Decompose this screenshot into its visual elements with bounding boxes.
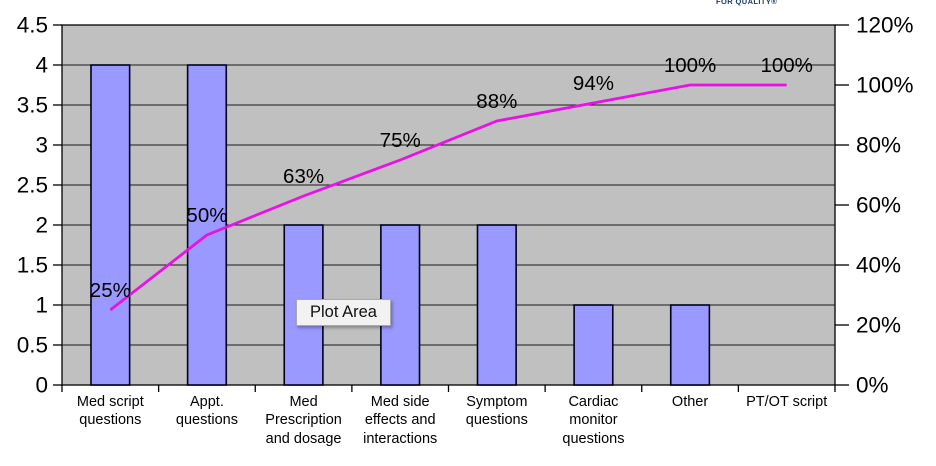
right-axis-tick-label: 120% [856,13,914,38]
right-axis-tick-label: 20% [856,313,901,338]
cumulative-line[interactable] [109,83,787,312]
left-axis-tick-label: 0 [35,373,48,398]
left-axis-tick-label: 3 [35,133,48,158]
bar[interactable] [186,64,228,386]
logo-for-quality: FOR QUALITY® [716,0,778,6]
left-axis-tick-label: 1.5 [17,253,48,278]
bar[interactable] [476,224,517,386]
category-label: Appt. questions [175,394,238,429]
left-axis-tick-label: 3.5 [17,93,48,118]
category-label: Symptom questions [465,394,528,429]
category-label: Med Prescription and dosage [265,394,342,447]
right-axis-tick-label: 60% [856,193,901,218]
left-axis-tick-label: 4.5 [17,13,48,38]
bar[interactable] [669,304,711,386]
right-axis-tick-label: 40% [856,253,901,278]
category-label: Cardiac monitor questions [562,394,625,447]
right-axis-tick-label: 0% [856,373,889,398]
cumulative-data-label: 88% [476,90,517,113]
left-axis-tick-label: 2 [35,213,48,238]
category-label: PT/OT script [746,394,828,410]
bar[interactable] [90,64,131,386]
cumulative-data-label: 100% [664,54,716,77]
cumulative-data-label: 100% [760,54,812,77]
cumulative-data-label: 75% [380,129,421,152]
left-axis-tick-label: 0.5 [17,333,48,358]
category-label: Other [671,394,709,410]
cumulative-data-label: 25% [90,279,131,302]
cumulative-data-label: 50% [186,204,227,227]
right-axis-tick-label: 100% [856,73,914,98]
left-axis-tick-label: 1 [35,293,48,318]
category-label: Med side effects and interactions [363,394,438,447]
plot-area-tooltip-label: Plot Area [310,303,377,321]
category-label: Med script questions [76,394,144,429]
plot-area[interactable] [61,24,836,386]
cumulative-data-label: 94% [573,72,614,95]
left-axis-tick-label: 2.5 [17,173,48,198]
plot-area-tooltip: Plot Area [296,299,391,326]
cumulative-data-label: 63% [283,165,324,188]
bar[interactable] [573,304,614,386]
left-axis-tick-label: 4 [35,53,48,78]
right-axis-tick-label: 80% [856,133,901,158]
